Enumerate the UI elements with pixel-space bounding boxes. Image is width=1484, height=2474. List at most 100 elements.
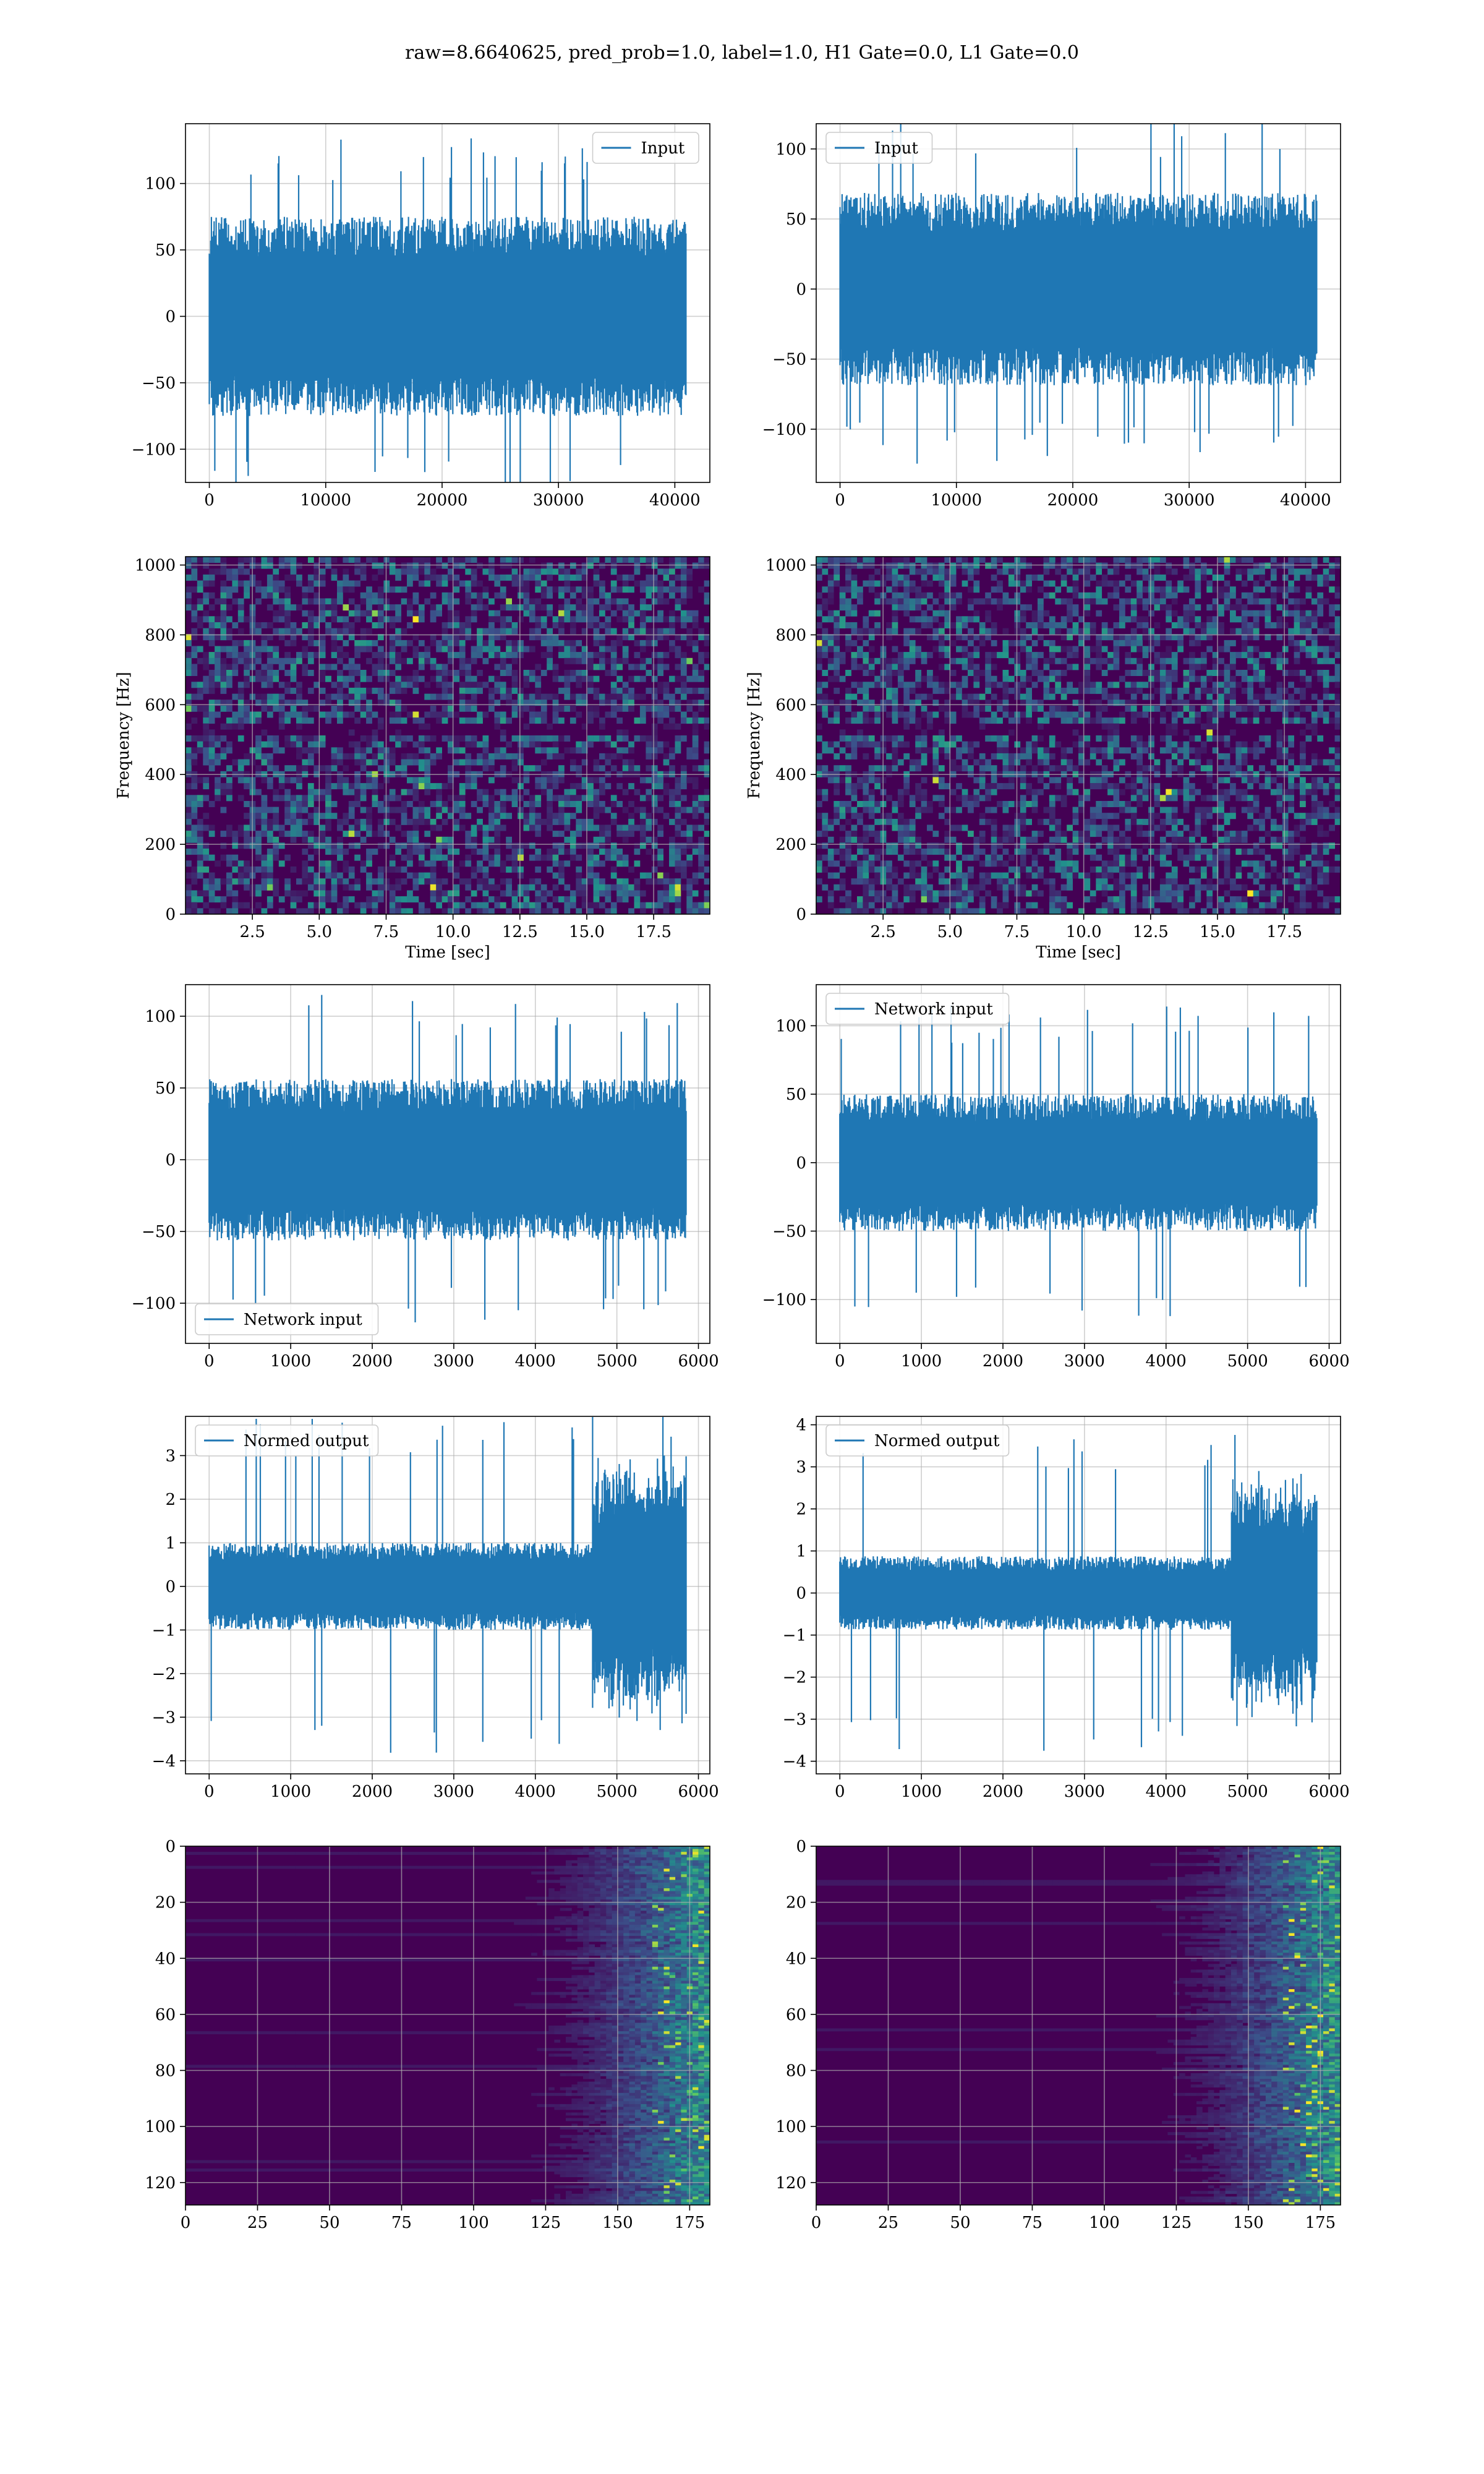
heatmap-cell [938, 902, 945, 909]
heatmap-cell [383, 604, 390, 611]
heatmap-cell [418, 568, 425, 575]
heatmap-cell [1002, 801, 1009, 807]
heatmap-cell [892, 884, 898, 891]
heatmap-cell [441, 580, 448, 587]
heatmap-cell [1113, 836, 1120, 843]
heatmap-cell [430, 753, 437, 760]
heatmap-cell [1002, 759, 1009, 766]
heatmap-cell [827, 849, 834, 855]
heatmap-cell [599, 735, 605, 742]
heatmap-cell [302, 890, 309, 897]
heatmap-cell [816, 693, 822, 700]
heatmap-cell [834, 783, 840, 790]
heatmap-cell [401, 717, 407, 724]
heatmap-cell [587, 705, 594, 712]
heatmap-cell [692, 741, 699, 748]
heatmap-cell [255, 854, 262, 861]
x-tick-label: 17.5 [636, 923, 672, 941]
heatmap-cell [453, 824, 460, 831]
heatmap-cell [296, 801, 302, 807]
heatmap-cell [511, 604, 518, 611]
heatmap-cell [587, 687, 594, 694]
heatmap-cell [979, 878, 986, 885]
heatmap-cell [547, 652, 553, 659]
heatmap-cell [1020, 854, 1026, 861]
heatmap-cell [459, 759, 466, 766]
heatmap-cell [313, 747, 320, 754]
heatmap-cell [203, 682, 210, 688]
heatmap-cell [540, 592, 547, 599]
heatmap-cell [186, 807, 192, 813]
heatmap-cell [593, 890, 600, 897]
heatmap-cell [657, 896, 663, 903]
heatmap-cell [412, 598, 419, 605]
heatmap-cell [915, 693, 921, 700]
heatmap-cell [244, 652, 250, 659]
heatmap-cell [313, 807, 320, 813]
heatmap-cell [564, 824, 571, 831]
heatmap-cell [290, 622, 297, 628]
heatmap-cell [663, 652, 670, 659]
heatmap-cell [576, 682, 582, 688]
heatmap-cell [307, 783, 314, 790]
heatmap-cell [465, 836, 472, 843]
heatmap-cell [593, 824, 600, 831]
heatmap-cell [651, 878, 658, 885]
heatmap-cell [610, 849, 617, 855]
heatmap-cell [950, 568, 957, 575]
heatmap-cell [360, 598, 367, 605]
heatmap-cell [962, 580, 968, 587]
heatmap-cell [203, 735, 210, 742]
heatmap-cell [418, 872, 425, 879]
heatmap-cell [651, 795, 658, 802]
heatmap-cell [616, 693, 623, 700]
heatmap-cell [459, 860, 466, 867]
heatmap-cell [273, 598, 279, 605]
heatmap-cell [1055, 902, 1062, 909]
heatmap-cell [639, 628, 646, 635]
heatmap-cell [968, 640, 974, 646]
heatmap-cell [448, 902, 454, 909]
heatmap-cell [587, 801, 594, 807]
heatmap-cell [401, 741, 407, 748]
heatmap-cell [523, 818, 530, 825]
heatmap-cell [886, 675, 892, 682]
heatmap-cell [692, 807, 699, 813]
heatmap-cell [651, 634, 658, 641]
heatmap-cell [616, 896, 623, 903]
heatmap-cell [628, 675, 634, 682]
heatmap-cell [892, 574, 898, 581]
heatmap-cell [558, 562, 565, 569]
heatmap-cell [599, 622, 605, 628]
heatmap-cell [646, 562, 652, 569]
heatmap-cell [903, 574, 910, 581]
heatmap-cell [1055, 890, 1062, 897]
heatmap-cell [1038, 818, 1044, 825]
heatmap-cell [1090, 574, 1096, 581]
heatmap-cell [834, 801, 840, 807]
heatmap-cell [839, 836, 846, 843]
heatmap-cell [663, 682, 670, 688]
heatmap-cell [558, 628, 565, 635]
heatmap-cell [698, 902, 704, 909]
heatmap-cell [886, 598, 892, 605]
heatmap-cell [564, 836, 571, 843]
heatmap-cell [465, 741, 472, 748]
heatmap-cell [857, 592, 863, 599]
heatmap-cell [868, 777, 875, 784]
heatmap-cell [191, 801, 198, 807]
heatmap-cell [1096, 705, 1102, 712]
heatmap-cell [851, 628, 858, 635]
heatmap-cell [273, 842, 279, 849]
heatmap-cell [465, 735, 472, 742]
heatmap-cell [1060, 657, 1067, 664]
heatmap-cell [477, 884, 483, 891]
heatmap-cell [307, 759, 314, 766]
heatmap-cell [465, 908, 472, 914]
heatmap-cell [950, 789, 957, 795]
heatmap-cell [348, 586, 355, 593]
heatmap-cell [366, 854, 372, 861]
heatmap-cell [1008, 801, 1015, 807]
heatmap-cell [1101, 693, 1108, 700]
heatmap-cell [569, 586, 576, 593]
